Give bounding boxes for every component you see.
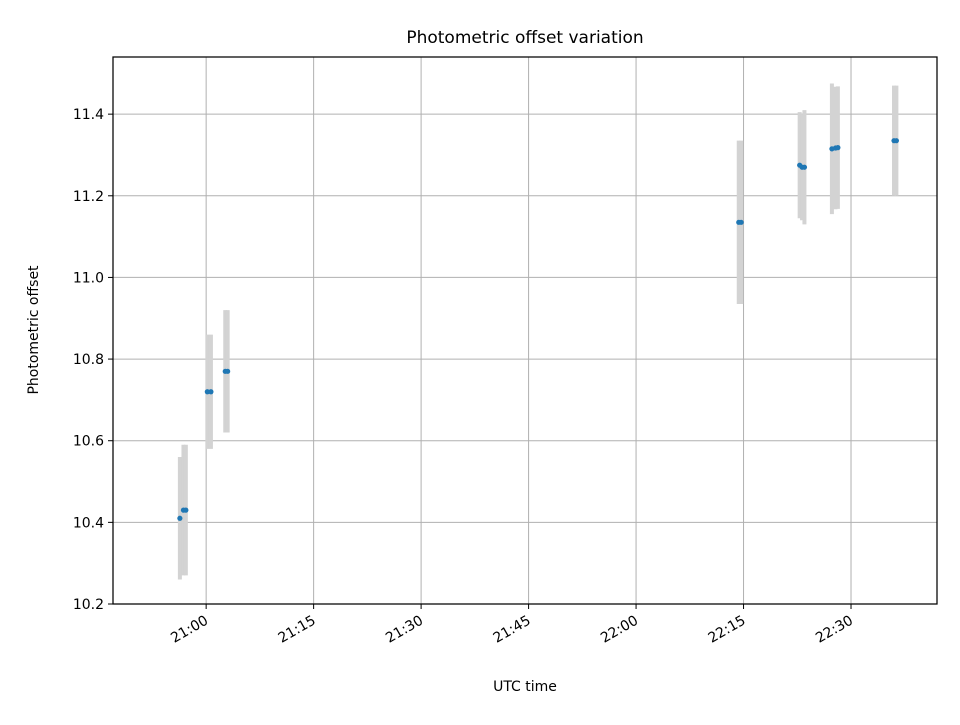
data-point (835, 145, 841, 151)
y-tick-label: 11.2 (73, 189, 104, 205)
data-point (225, 368, 231, 374)
y-tick-label: 10.4 (73, 515, 104, 531)
x-tick-label: 21:00 (168, 613, 211, 647)
data-point (208, 389, 214, 395)
y-tick-label: 10.2 (73, 597, 104, 613)
y-tick-label: 11.4 (73, 107, 104, 123)
data-point (177, 515, 183, 521)
chart-title: Photometric offset variation (406, 28, 643, 48)
data-point (738, 219, 744, 225)
data-point (183, 507, 189, 513)
y-axis-label: Photometric offset (26, 265, 42, 395)
x-tick-label: 21:15 (276, 613, 319, 647)
y-tick-label: 10.8 (73, 352, 104, 368)
plot-frame (112, 56, 938, 605)
data-point (204, 389, 210, 395)
x-tick-label: 22:15 (706, 613, 749, 647)
x-tick-label: 22:00 (598, 613, 641, 647)
error-bars (177, 83, 899, 580)
y-tick-label: 10.6 (73, 434, 104, 450)
y-tick-label: 11.0 (73, 270, 104, 286)
x-axis-label: UTC time (493, 679, 557, 695)
data-point (801, 164, 808, 170)
x-tick-label: 22:30 (813, 613, 856, 647)
x-tick-label: 21:45 (491, 613, 534, 647)
grid (113, 57, 937, 605)
data-points (177, 138, 899, 521)
x-tick-label: 21:30 (383, 613, 426, 647)
data-point (893, 138, 899, 144)
